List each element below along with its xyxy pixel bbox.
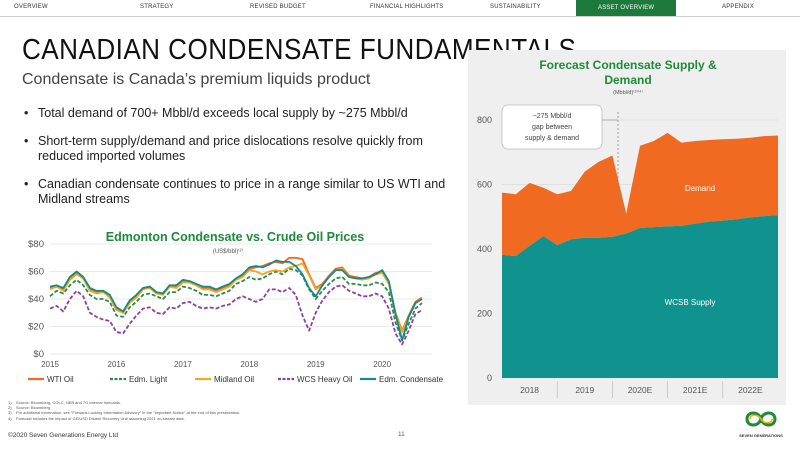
price-y-tick-label: $80	[28, 239, 44, 250]
legend-label: WCS Heavy Oil	[297, 375, 353, 384]
price-x-tick-label: 2015	[41, 360, 59, 369]
nav-tab-financial-highlights[interactable]: FINANCIAL HIGHLIGHTS	[370, 4, 444, 10]
page-number: 11	[398, 431, 405, 438]
nav-tab-sustainability[interactable]: SUSTAINABILITY	[490, 4, 541, 10]
price-y-tick-label: $0	[33, 349, 44, 360]
price-x-tick-label: 2018	[240, 360, 258, 369]
forecast-x-tick-label: 2018	[520, 385, 539, 395]
price-y-tick-label: $40	[28, 294, 44, 305]
legend-label: WTI Oil	[47, 375, 74, 384]
forecast-chart-unit: (Mbbl/d)⁽³⁾⁽⁴⁾	[613, 89, 643, 96]
supply-area	[502, 215, 778, 378]
price-series-line	[49, 259, 423, 342]
price-series-line	[49, 284, 423, 346]
nav-tab-overview[interactable]: OVERVIEW	[14, 4, 48, 10]
demand-area	[502, 132, 778, 257]
forecast-x-tick-label: 2022E	[738, 385, 763, 395]
price-chart-title: Edmonton Condensate vs. Crude Oil Prices	[106, 230, 364, 244]
price-x-tick-label: 2016	[108, 360, 126, 369]
annotation-line1: ~275 Mbbl/d	[533, 113, 572, 120]
bullet-item: Total demand of 700+ Mbbl/d exceeds loca…	[22, 106, 462, 121]
infinity-logo-icon	[745, 411, 777, 427]
annotation-line2: gap between	[532, 124, 572, 131]
price-series-line	[49, 267, 423, 342]
forecast-panel: Forecast Condensate Supply & Demand (Mbb…	[468, 50, 786, 405]
forecast-y-tick-label: 400	[477, 244, 492, 254]
price-y-tick-label: $20	[28, 322, 44, 333]
supply-demand-area-chart: Forecast Condensate Supply & Demand (Mbb…	[477, 58, 778, 398]
forecast-title-line1: Forecast Condensate Supply &	[539, 58, 717, 72]
nav-tab-appendix[interactable]: APPENDIX	[722, 4, 754, 10]
price-chart-unit: (US$/bbl)⁽²⁾	[213, 248, 244, 255]
nav-tab-strategy[interactable]: STRATEGY	[140, 4, 174, 10]
bullet-item: Short-term supply/demand and price dislo…	[22, 134, 462, 164]
gap-annotation: ~275 Mbbl/d gap between supply & demand	[501, 104, 619, 218]
page-subtitle: Condensate is Canada’s premium liquids p…	[22, 71, 371, 88]
nav-tab-revised-budget[interactable]: REVISED BUDGET	[250, 4, 306, 10]
copyright-text: ©2020 Seven Generations Energy Ltd	[8, 432, 118, 439]
forecast-y-tick-label: 600	[477, 180, 492, 190]
price-x-tick-label: 2019	[307, 360, 325, 369]
demand-area-label: Demand	[685, 184, 715, 193]
nav-tab-asset-overview[interactable]: ASSET OVERVIEW	[576, 0, 677, 16]
legend-label: Edm. Condensate	[379, 375, 444, 384]
top-navigation: OVERVIEW STRATEGY REVISED BUDGET FINANCI…	[0, 0, 800, 17]
forecast-x-tick-label: 2021E	[683, 385, 708, 395]
footnote: 3) For additional information, see "Forw…	[8, 410, 241, 416]
forecast-x-tick-label: 2019	[575, 385, 594, 395]
legend-label: Midland Oil	[214, 375, 254, 384]
footnote: 1) Source: Bloomberg, COLC, NEB and 7G i…	[8, 400, 121, 405]
footnote: 4) Forecast includes the impact of GE/US…	[8, 415, 185, 421]
forecast-y-tick-label: 800	[477, 115, 492, 125]
forecast-x-tick-label: 2020E	[628, 385, 653, 395]
logo-text: SEVEN GENERATIONS	[739, 433, 783, 438]
footnote: 2) Source: Bloomberg	[8, 405, 51, 411]
price-y-tick-label: $60	[28, 267, 44, 278]
price-x-tick-label: 2017	[174, 360, 192, 369]
forecast-title-line2: Demand	[604, 73, 651, 87]
price-line-chart: Edmonton Condensate vs. Crude Oil Prices…	[28, 230, 444, 384]
forecast-y-tick-label: 0	[487, 373, 492, 383]
bullet-item: Canadian condensate continues to price i…	[22, 177, 462, 207]
bullet-list: Total demand of 700+ Mbbl/d exceeds loca…	[22, 106, 462, 220]
supply-area-label: WCSB Supply	[665, 298, 716, 307]
footnotes: 1) Source: Bloomberg, COLC, NEB and 7G i…	[8, 400, 240, 421]
legend-label: Edm. Light	[129, 375, 168, 384]
forecast-y-tick-label: 200	[477, 309, 492, 319]
company-logo: SEVEN GENERATIONS	[730, 405, 792, 443]
price-x-tick-label: 2020	[373, 360, 391, 369]
annotation-line3: supply & demand	[525, 135, 579, 142]
price-series-line	[49, 262, 423, 333]
